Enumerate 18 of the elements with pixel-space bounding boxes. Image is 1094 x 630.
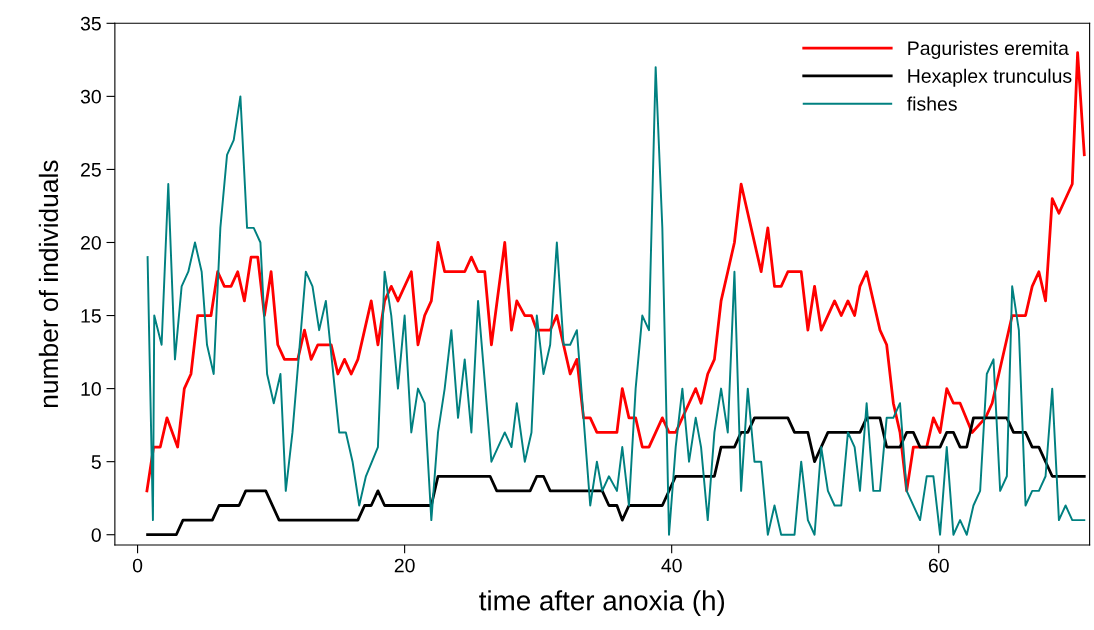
y-tick-label: 20 <box>81 235 101 250</box>
legend-label: Paguristes eremita <box>908 40 1069 59</box>
line-series <box>146 416 1086 537</box>
y-tick-label: 10 <box>81 382 101 396</box>
legend-label: Hexaplex trunculus <box>908 68 1072 87</box>
x-tick-label: 60 <box>928 558 949 573</box>
x-tick-label: 20 <box>394 558 415 573</box>
x-tick-label: 40 <box>661 558 682 573</box>
y-tick-label: 0 <box>91 528 101 542</box>
y-tick-label: 5 <box>91 455 101 469</box>
y-tick-label: 25 <box>81 162 101 177</box>
y-tick-label: 30 <box>80 89 101 104</box>
legend-label: fishes <box>907 96 957 111</box>
y-tick-label: 15 <box>81 309 101 323</box>
x-tick-label: 0 <box>132 558 143 573</box>
y-tick-label: 35 <box>80 16 101 31</box>
x-axis-title: time after anoxia (h) <box>479 590 725 617</box>
y-axis-title: number of individuals <box>38 160 59 408</box>
